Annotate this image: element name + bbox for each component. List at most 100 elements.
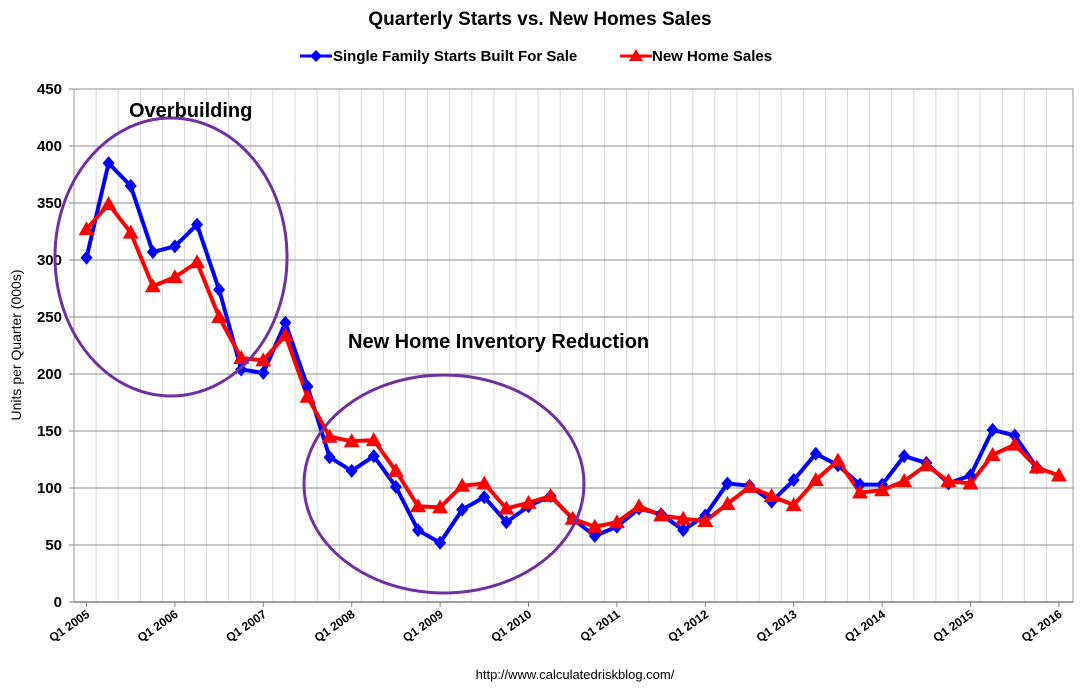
chart-title: Quarterly Starts vs. New Homes Sales: [368, 9, 711, 30]
y-axis-ticks: 0 50 100 150 200 250 300 350 400 450: [37, 81, 74, 611]
sales-point: [874, 482, 891, 497]
x-tick-label: Q1 2005: [46, 607, 92, 645]
starts-point: [412, 523, 424, 538]
sales-point: [896, 473, 913, 488]
starts-point: [168, 239, 181, 254]
starts-point: [146, 245, 159, 260]
sales-point: [410, 498, 426, 513]
sales-point: [78, 221, 95, 236]
x-tick-label: Q1 2013: [754, 607, 800, 645]
starts-point: [434, 535, 447, 550]
sales-point: [166, 269, 183, 284]
sales-point: [653, 507, 670, 522]
y-tick-label: 50: [45, 537, 62, 554]
sales-point: [432, 499, 449, 514]
sales-point: [918, 457, 935, 472]
sales-line: [84, 202, 1060, 529]
x-tick-label: Q1 2016: [1019, 607, 1065, 645]
legend-marker-triangle: [629, 49, 643, 61]
starts-point: [986, 422, 999, 437]
series-group: [78, 156, 1067, 550]
x-tick-label: Q1 2007: [223, 607, 269, 645]
sales-point: [785, 497, 802, 512]
sales-point: [940, 473, 957, 488]
starts-point: [345, 463, 358, 478]
sales-point: [255, 352, 272, 367]
x-tick-label: Q1 2010: [488, 607, 534, 645]
sales-point: [852, 484, 868, 499]
y-tick-label: 100: [37, 480, 62, 497]
sales-point: [675, 510, 692, 525]
x-tick-label: Q1 2008: [312, 607, 358, 645]
legend: Single Family Starts Built For Sale New …: [300, 48, 772, 65]
sales-point: [144, 278, 161, 293]
annotations: Overbuilding New Home Inventory Reductio…: [53, 100, 649, 595]
sales-point: [807, 472, 824, 487]
y-tick-label: 300: [37, 252, 62, 269]
sales-point: [719, 495, 736, 510]
starts-point: [279, 315, 292, 330]
sales-point: [365, 432, 382, 447]
x-tick-label: Q1 2012: [665, 607, 711, 645]
annotation-overbuilding: Overbuilding: [129, 100, 252, 122]
starts-point: [257, 365, 270, 380]
sales-point: [608, 514, 625, 529]
sales-point: [520, 494, 537, 509]
overbuilding-ellipse: [53, 116, 289, 398]
x-tick-label: Q1 2015: [930, 607, 976, 645]
starts-point: [787, 473, 800, 488]
sales-point: [233, 350, 250, 365]
sales-point: [189, 254, 205, 269]
starts-point: [102, 156, 115, 171]
sales-point: [1006, 436, 1023, 451]
sales-point: [741, 478, 758, 493]
sales-point: [211, 309, 228, 323]
starts-point: [478, 490, 491, 505]
starts-point: [191, 217, 203, 232]
sales-point: [498, 500, 515, 515]
annotation-inventory-reduction: New Home Inventory Reduction: [348, 331, 649, 353]
starts-point: [1008, 428, 1021, 443]
starts-point: [721, 476, 734, 491]
sales-point: [387, 462, 404, 477]
y-tick-label: 250: [37, 309, 62, 326]
starts-point: [809, 446, 822, 461]
y-tick-label: 150: [37, 423, 62, 440]
sales-point: [100, 196, 117, 211]
sales-point: [343, 433, 360, 448]
starts-point: [213, 282, 226, 297]
sales-point: [454, 477, 471, 492]
sales-point: [631, 498, 647, 513]
sales-point: [829, 452, 846, 467]
source-url: http://www.calculatedriskblog.com/: [476, 667, 675, 682]
sales-point: [542, 487, 559, 502]
sales-point: [984, 446, 1001, 461]
y-axis-label: Units per Quarter (000s): [8, 270, 24, 421]
sales-point: [122, 224, 139, 239]
x-tick-label: Q1 2014: [842, 607, 888, 645]
starts-point: [323, 450, 336, 465]
y-tick-label: 450: [37, 81, 62, 98]
y-tick-label: 200: [37, 366, 62, 383]
sales-point: [962, 475, 979, 490]
sales-point: [763, 487, 780, 502]
starts-point: [389, 479, 402, 494]
y-tick-label: 400: [37, 138, 62, 155]
x-axis-ticks: Q1 2005 Q1 2006 Q1 2007 Q1 2008 Q1 2009 Q1 20…: [46, 602, 1065, 645]
sales-point: [1028, 459, 1045, 474]
starts-point: [677, 523, 690, 538]
sales-point: [476, 475, 493, 490]
starts-point: [367, 449, 380, 464]
sales-point: [586, 518, 603, 533]
starts-point: [80, 250, 93, 265]
x-tick-label: Q1 2006: [135, 607, 181, 645]
sales-point: [1050, 467, 1067, 482]
x-tick-label: Q1 2011: [577, 607, 622, 645]
starts-point: [500, 515, 513, 530]
starts-point: [898, 449, 911, 464]
starts-point: [456, 502, 469, 517]
starts-point: [124, 178, 137, 193]
sales-point: [299, 388, 316, 403]
legend-marker-diamond: [310, 50, 322, 62]
